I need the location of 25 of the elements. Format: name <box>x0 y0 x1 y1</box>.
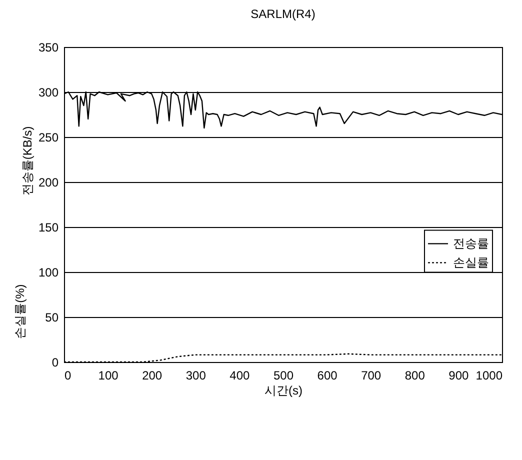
x-tick-label: 0 <box>64 368 72 382</box>
legend-label: 손실률 <box>453 256 489 270</box>
y-tick-label: 0 <box>52 356 59 370</box>
x-axis-title: 시간(s) <box>264 384 302 398</box>
y-tick-label: 350 <box>38 40 59 54</box>
y-tick-label: 250 <box>38 130 59 144</box>
text: 손실률(%) <box>13 284 27 339</box>
x-tick-label: 700 <box>361 368 382 382</box>
y-tick-label: 100 <box>38 266 59 280</box>
x-tick-label: 400 <box>230 368 250 382</box>
x-tick-label: 600 <box>317 368 338 382</box>
y-tick-label: 150 <box>38 220 59 234</box>
x-tick-label: 300 <box>186 368 206 382</box>
y-tick-label: 200 <box>38 176 59 190</box>
y-tick-label: 300 <box>38 86 59 100</box>
chart-title: SARLM(R4) <box>250 7 316 21</box>
x-tick-label: 500 <box>273 368 294 382</box>
y-axis-title: 전송률(KB/s) <box>20 126 34 196</box>
x-tick-label: 900 <box>448 368 470 382</box>
x-tick-label: 800 <box>404 368 426 382</box>
x-tick-label: 100 <box>98 368 119 382</box>
x-tick-label: 1000 <box>476 368 503 382</box>
x-tick-label: 200 <box>142 368 162 382</box>
legend-label: 전송률 <box>453 236 489 251</box>
y-tick-label: 50 <box>45 310 59 324</box>
